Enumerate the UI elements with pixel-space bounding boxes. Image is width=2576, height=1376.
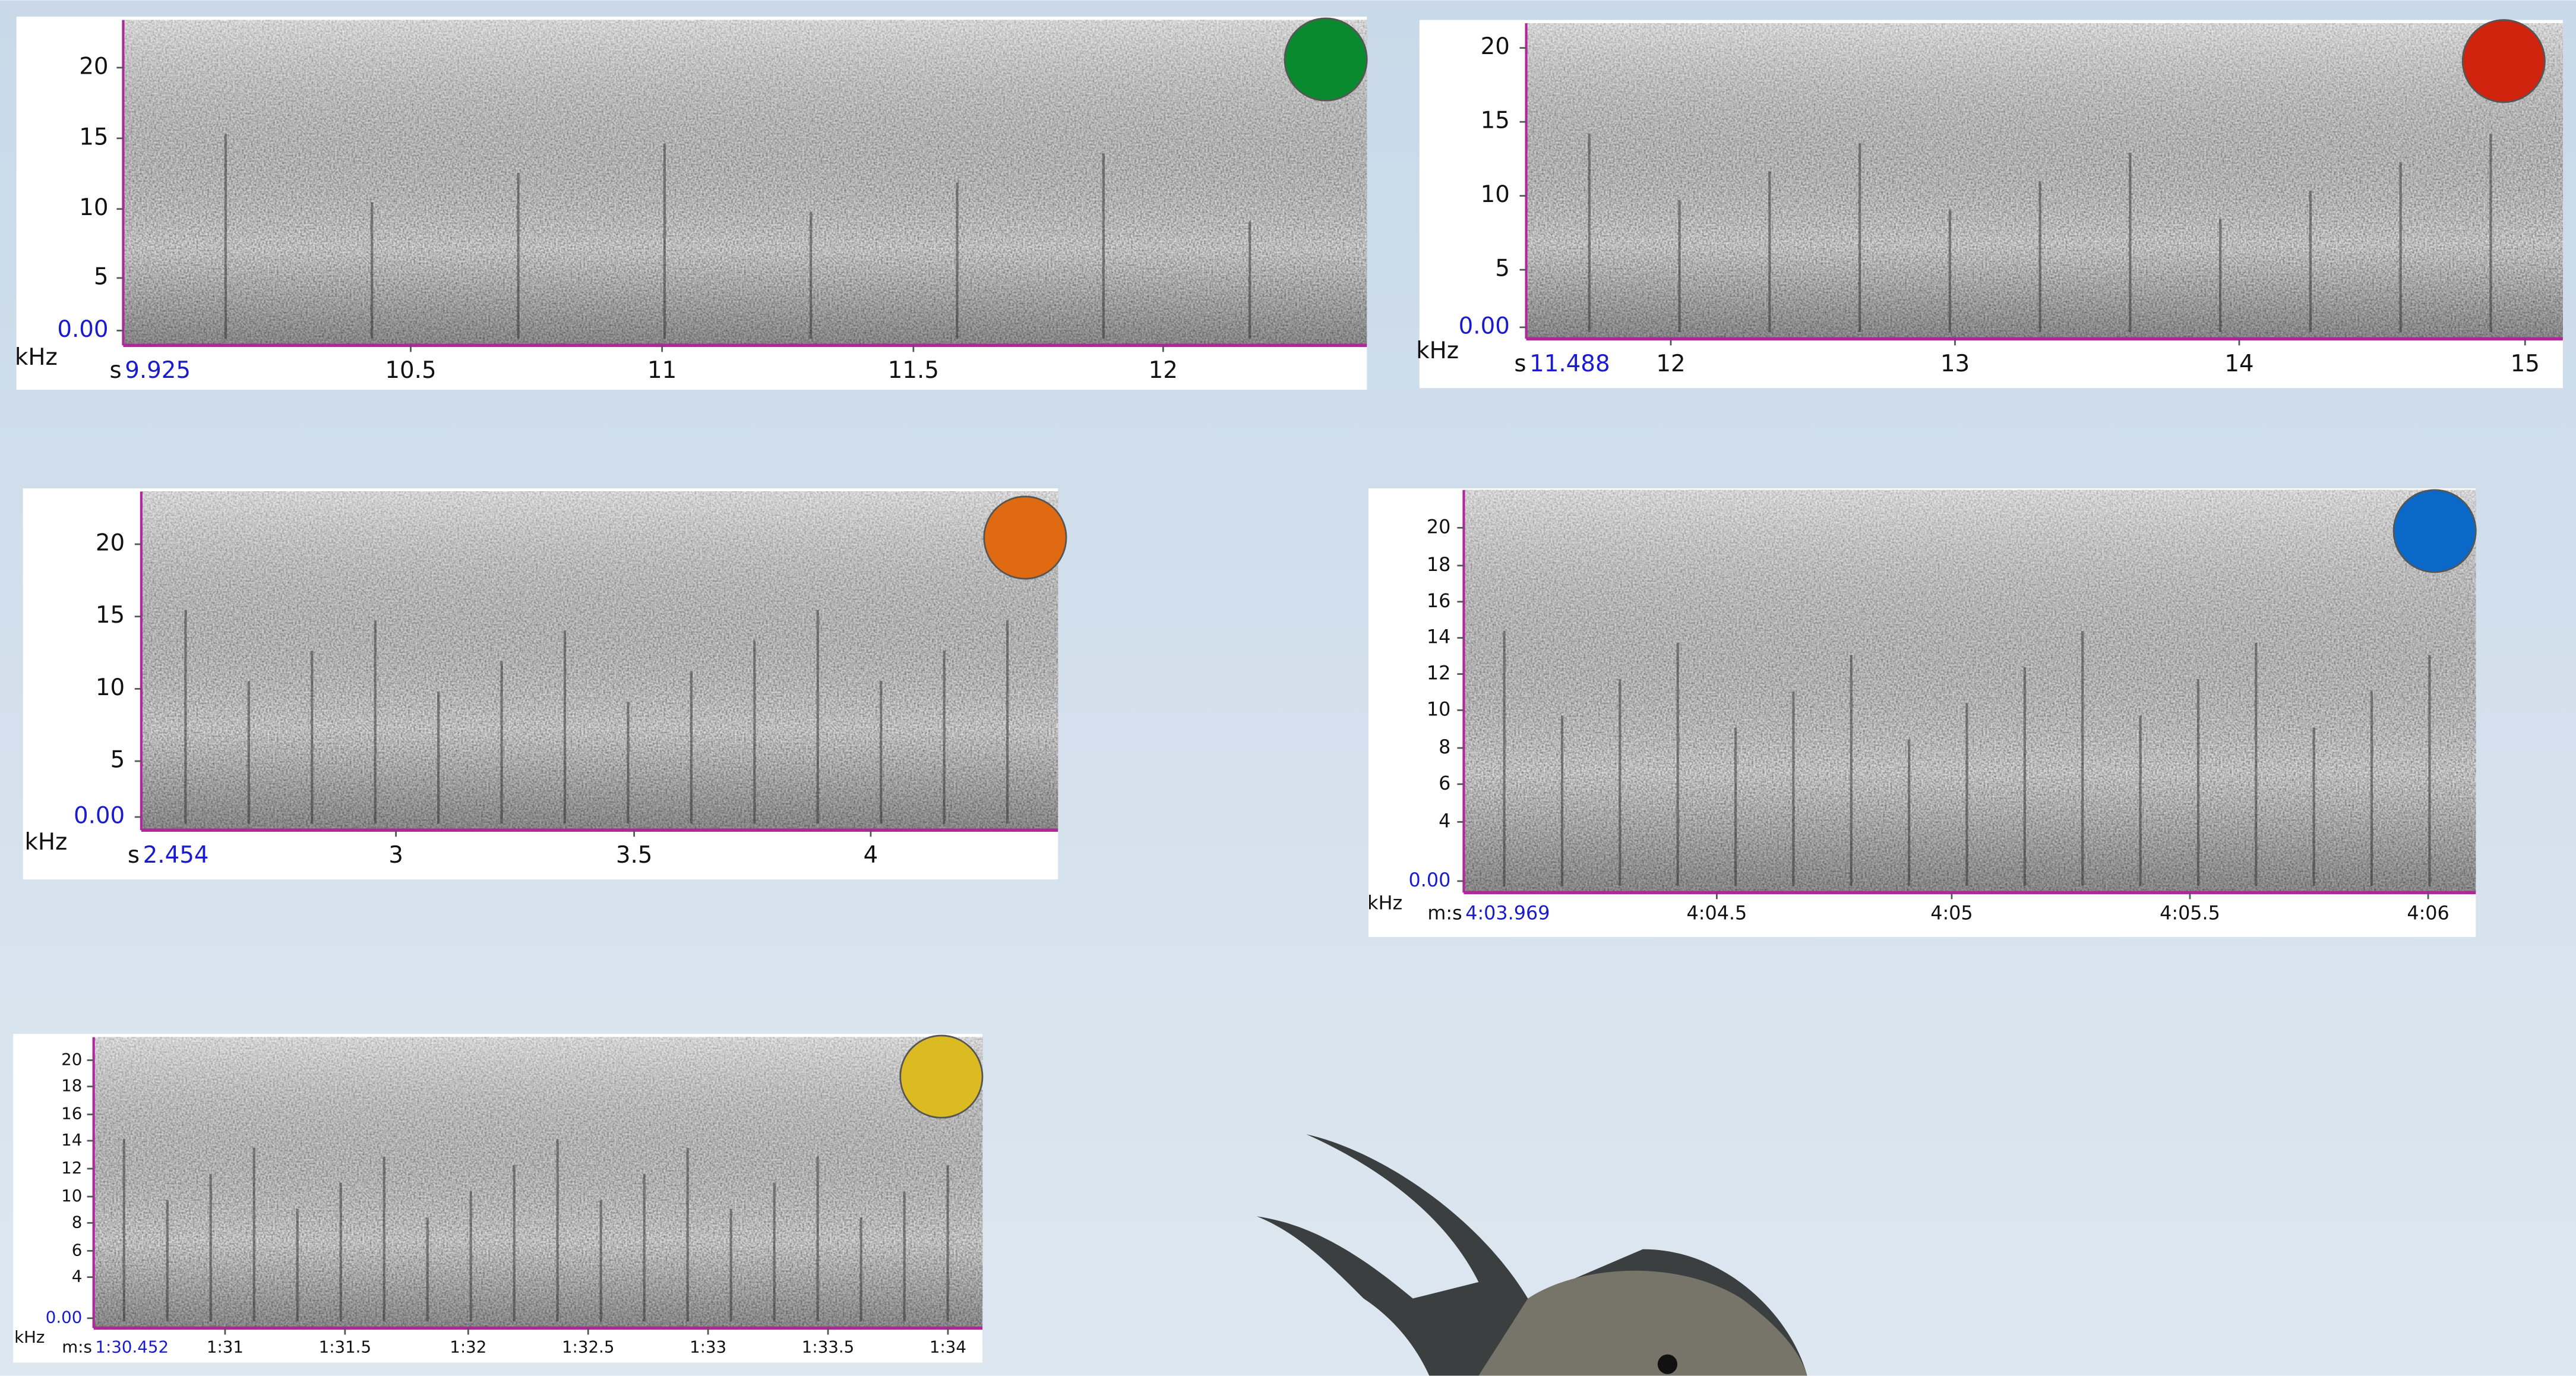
x-tick-label: 1:33: [690, 1337, 726, 1357]
x-tick-label: 1:33.5: [802, 1337, 854, 1357]
x-tick-label: 12: [1149, 357, 1178, 384]
y-tick-label: 20: [96, 529, 125, 556]
y-tick-label: 15: [1481, 108, 1510, 134]
y-tick-label: 8: [1439, 736, 1450, 758]
y-tick-label: 10: [61, 1186, 82, 1205]
y-tick-label: 14: [1427, 626, 1450, 648]
y-tick-label: 6: [72, 1240, 83, 1260]
y-tick-label: 14: [61, 1130, 82, 1150]
y-tick-label: 4: [72, 1267, 83, 1286]
y-tick-label: 20: [1481, 33, 1510, 60]
x-tick-label: 4:06: [2407, 902, 2449, 924]
x-tick-label: 4:05.5: [2160, 902, 2220, 924]
x-start-label: 11.488: [1529, 351, 1610, 377]
color-marker: [2463, 20, 2545, 102]
spectrogram-shade: [1464, 490, 2476, 893]
color-marker: [2394, 490, 2476, 572]
spectrogram-shade: [141, 491, 1058, 830]
x-tick-label: 1:34: [930, 1337, 966, 1357]
x-tick-label: 4:05: [1930, 902, 1973, 924]
y-unit: kHz: [25, 829, 68, 856]
color-marker: [900, 1036, 982, 1118]
y-tick-label: 6: [1439, 772, 1450, 794]
y-tick-label: 0.00: [57, 316, 108, 343]
y-unit: kHz: [14, 1327, 45, 1347]
y-tick-label: 0.00: [1409, 869, 1451, 891]
x-start-label: 9.925: [125, 357, 191, 384]
y-tick-label: 10: [79, 194, 108, 221]
y-unit: kHz: [1416, 337, 1459, 364]
y-tick-label: 20: [79, 53, 108, 80]
spectrogram-panel: 20 18 16 14 12 10 8 6 4 0.00 4:04.5 4:05 4:05.5 4:06 m…: [1367, 488, 2476, 937]
x-tick-label: 1:32: [450, 1337, 486, 1357]
x-tick-label: 13: [1940, 351, 1970, 377]
x-tick-label: 4: [864, 842, 878, 869]
y-tick-label: 18: [1427, 554, 1450, 576]
y-tick-label: 15: [96, 602, 125, 629]
y-tick-label: 18: [61, 1076, 82, 1096]
y-tick-label: 0.00: [46, 1308, 83, 1327]
y-tick-label: 8: [72, 1212, 83, 1232]
scene: 20151050.0010.51111.512s9.925kHz20151050…: [0, 0, 2576, 1376]
x-unit: m:s: [1427, 902, 1462, 924]
y-tick-label: 15: [79, 124, 108, 150]
y-tick-label: 20: [61, 1049, 82, 1069]
color-marker: [984, 497, 1066, 579]
x-tick-label: 11: [647, 357, 677, 384]
page: 20151050.0010.51111.512s9.925kHz20151050…: [0, 0, 2576, 1376]
y-tick-label: 20: [1427, 516, 1450, 538]
x-tick-label: 3: [388, 842, 403, 869]
y-unit: kHz: [15, 344, 58, 371]
spectrogram-shade: [123, 20, 1367, 346]
x-tick-label: 4:04.5: [1687, 902, 1747, 924]
y-tick-label: 5: [94, 263, 109, 290]
y-tick-label: 12: [61, 1158, 82, 1178]
x-unit: m:s: [62, 1337, 92, 1357]
y-tick-label: 5: [110, 747, 125, 774]
x-tick-label: 1:31.5: [319, 1337, 371, 1357]
spectrogram-shade: [1526, 23, 2563, 339]
y-tick-label: 10: [96, 674, 125, 701]
x-tick-label: 10.5: [385, 357, 436, 384]
y-tick-label: 0.00: [74, 803, 125, 829]
y-tick-label: 0.00: [1459, 313, 1510, 339]
x-tick-label: 15: [2511, 351, 2540, 377]
x-tick-label: 1:32.5: [562, 1337, 614, 1357]
x-unit: s: [128, 842, 140, 869]
y-tick-label: 5: [1495, 255, 1510, 282]
y-unit: kHz: [1367, 892, 1402, 914]
y-tick-label: 12: [1427, 662, 1450, 684]
x-tick-label: 11.5: [888, 357, 939, 384]
x-unit: s: [109, 357, 121, 384]
y-tick-label: 4: [1439, 810, 1450, 832]
x-start-label: 1:30.452: [95, 1337, 169, 1357]
y-tick-label: 10: [1427, 698, 1450, 720]
color-marker: [1285, 18, 1367, 100]
x-start-label: 4:03.969: [1465, 902, 1550, 924]
x-tick-label: 1:31: [207, 1337, 244, 1357]
y-tick-label: 16: [1427, 590, 1450, 612]
y-tick-label: 16: [61, 1104, 82, 1123]
spectrogram-shade: [94, 1037, 982, 1328]
x-unit: s: [1514, 351, 1526, 377]
x-tick-label: 3.5: [616, 842, 653, 869]
spectrogram-panel: 20 18 16 14 12 10 8 6 4 0.00 1:31 1:31.5 1:32 1:32.5 1…: [13, 1034, 982, 1362]
x-tick-label: 12: [1656, 351, 1685, 377]
x-start-label: 2.454: [143, 842, 209, 869]
x-tick-label: 14: [2224, 351, 2253, 377]
y-tick-label: 10: [1481, 181, 1510, 208]
